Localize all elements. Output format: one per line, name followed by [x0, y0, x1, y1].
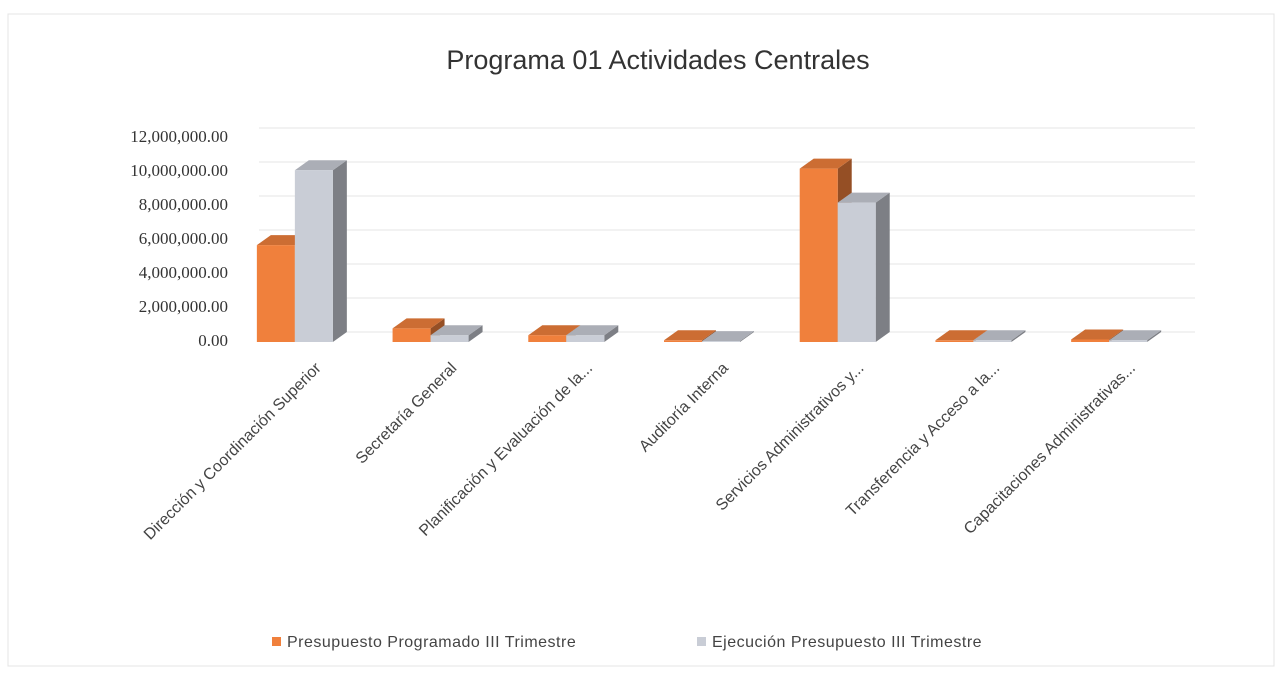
bar: [1071, 339, 1110, 342]
bar: [799, 168, 838, 342]
bar: [392, 328, 431, 342]
bar-top: [935, 330, 988, 341]
bar-top: [294, 160, 347, 171]
bar-side: [875, 192, 890, 342]
bar-top: [528, 325, 581, 336]
y-tick-label: 12,000,000.00: [130, 127, 228, 146]
bar: [294, 170, 333, 342]
bar-top: [799, 158, 852, 169]
bar: [566, 335, 605, 342]
y-tick-label: 0.00: [198, 331, 228, 350]
y-tick-label: 4,000,000.00: [139, 263, 228, 282]
bar-top: [973, 330, 1026, 341]
bar-top: [566, 325, 619, 336]
bar-side: [604, 325, 619, 342]
bar: [973, 340, 1012, 342]
chart-title: Programa 01 Actividades Centrales: [446, 45, 869, 75]
legend-label: Presupuesto Programado III Trimestre: [287, 634, 576, 651]
bar-top: [430, 325, 483, 336]
bar-top: [702, 331, 754, 342]
bar-side: [740, 331, 754, 342]
bar-top: [664, 330, 716, 341]
bar: [430, 335, 469, 342]
y-tick-label: 10,000,000.00: [130, 161, 228, 180]
bar: [1109, 340, 1148, 342]
bar-side: [1011, 330, 1026, 342]
bar: [664, 340, 702, 342]
bar-top: [837, 192, 890, 203]
y-tick-label: 2,000,000.00: [139, 297, 228, 316]
bar-side: [1147, 330, 1162, 342]
bar: [837, 202, 876, 342]
chart-frame: [7, 13, 1275, 667]
bar-top: [1109, 330, 1162, 341]
y-tick-label: 6,000,000.00: [139, 229, 228, 248]
bar: [935, 340, 974, 342]
bar: [256, 245, 295, 342]
bar-side: [468, 325, 483, 342]
legend-swatch: [697, 637, 706, 646]
bar-side: [332, 160, 347, 342]
bar: [702, 341, 740, 342]
bar-top: [1071, 329, 1124, 340]
legend-swatch: [272, 637, 281, 646]
legend-label: Ejecución Presupuesto III Trimestre: [712, 634, 982, 651]
y-tick-label: 8,000,000.00: [139, 195, 228, 214]
bar-top: [392, 318, 445, 329]
bar: [528, 335, 567, 342]
